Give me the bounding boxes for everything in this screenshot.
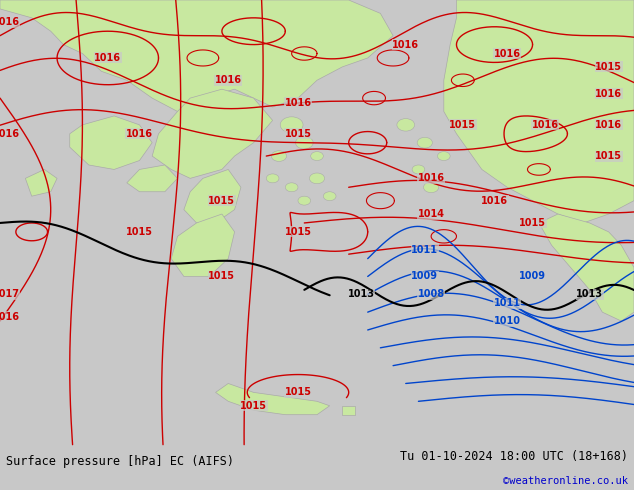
Polygon shape: [171, 214, 235, 276]
Circle shape: [271, 151, 287, 161]
Text: 1017: 1017: [0, 289, 20, 299]
Text: 1009: 1009: [519, 271, 546, 281]
Text: 1016: 1016: [481, 196, 508, 206]
Text: 1016: 1016: [494, 49, 521, 58]
Text: 1016: 1016: [595, 120, 622, 130]
Text: 1016: 1016: [0, 129, 20, 139]
Text: 1015: 1015: [209, 196, 235, 206]
Text: 1016: 1016: [94, 53, 121, 63]
Polygon shape: [342, 406, 355, 415]
Text: 1009: 1009: [411, 271, 438, 281]
Text: 1015: 1015: [285, 388, 311, 397]
Text: ©weatheronline.co.uk: ©weatheronline.co.uk: [503, 476, 628, 486]
Text: 1014: 1014: [418, 209, 444, 219]
Text: 1013: 1013: [576, 289, 603, 299]
Text: 1011: 1011: [411, 245, 438, 255]
Polygon shape: [0, 0, 393, 112]
Circle shape: [417, 137, 432, 148]
Polygon shape: [216, 384, 330, 415]
Text: 1016: 1016: [392, 40, 419, 49]
Polygon shape: [444, 0, 634, 223]
Polygon shape: [70, 116, 152, 170]
Text: 1016: 1016: [532, 120, 559, 130]
Circle shape: [280, 117, 303, 133]
Text: Tu 01-10-2024 18:00 UTC (18+168): Tu 01-10-2024 18:00 UTC (18+168): [399, 450, 628, 464]
Text: 1010: 1010: [494, 316, 521, 326]
Text: 1015: 1015: [285, 227, 311, 237]
Text: 1011: 1011: [494, 298, 521, 308]
Polygon shape: [184, 170, 241, 223]
Polygon shape: [25, 170, 57, 196]
Circle shape: [266, 174, 279, 183]
Polygon shape: [127, 165, 178, 192]
Text: 1016: 1016: [595, 89, 622, 98]
Text: 1015: 1015: [285, 129, 311, 139]
Polygon shape: [152, 89, 273, 178]
Text: 1016: 1016: [418, 173, 444, 183]
Circle shape: [295, 136, 313, 149]
Text: 1015: 1015: [450, 120, 476, 130]
Circle shape: [397, 119, 415, 131]
Circle shape: [309, 173, 325, 184]
Text: 1015: 1015: [126, 227, 153, 237]
Text: 1016: 1016: [0, 17, 20, 27]
Circle shape: [298, 196, 311, 205]
Text: 1013: 1013: [348, 289, 375, 299]
Circle shape: [424, 182, 439, 193]
Circle shape: [285, 183, 298, 192]
Text: 1008: 1008: [418, 289, 444, 299]
Text: 1015: 1015: [240, 401, 267, 411]
Text: 1016: 1016: [285, 98, 311, 108]
Text: 1015: 1015: [519, 218, 546, 228]
Polygon shape: [539, 214, 634, 321]
Text: 1015: 1015: [595, 62, 622, 72]
Text: Surface pressure [hPa] EC (AIFS): Surface pressure [hPa] EC (AIFS): [6, 455, 235, 468]
Circle shape: [311, 151, 323, 161]
Circle shape: [323, 192, 336, 201]
Text: 1016: 1016: [215, 75, 242, 85]
Circle shape: [437, 151, 450, 161]
Circle shape: [412, 165, 425, 174]
Text: 1015: 1015: [209, 271, 235, 281]
Text: 1016: 1016: [126, 129, 153, 139]
Text: 1015: 1015: [595, 151, 622, 161]
Text: 1016: 1016: [0, 312, 20, 321]
